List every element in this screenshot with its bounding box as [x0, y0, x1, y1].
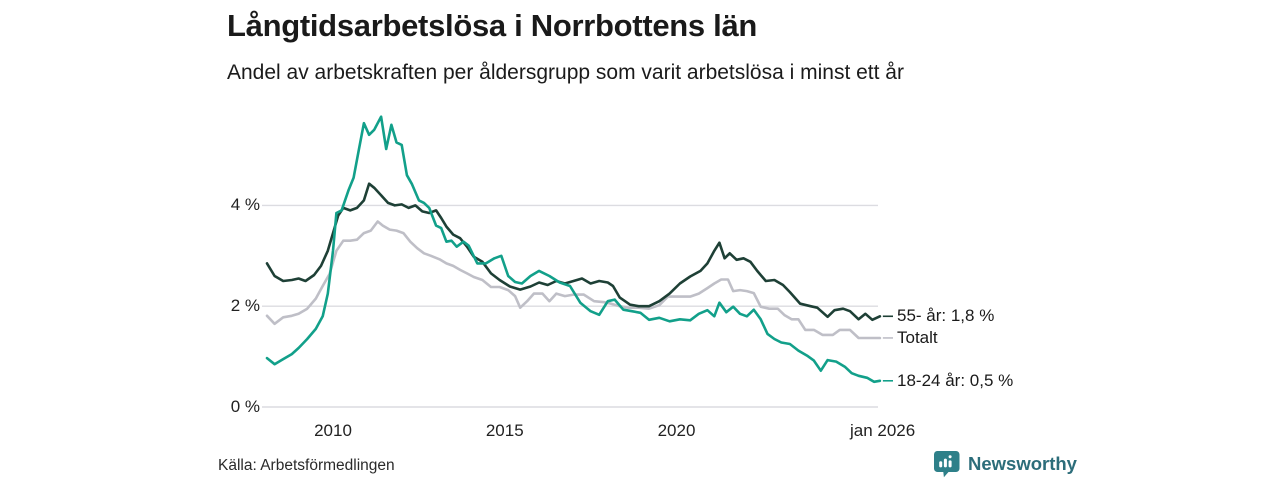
x-tick-label: 2020: [657, 421, 696, 440]
series-line-55- år: [265, 182, 882, 322]
chart-title: Långtidsarbetslösa i Norrbottens län: [227, 8, 758, 43]
y-tick-label: 4 %: [230, 195, 260, 215]
series-end-label: 55- år: 1,8 %: [897, 306, 995, 326]
newsworthy-logo: Newsworthy: [933, 450, 1077, 478]
series-line-Totalt: [265, 220, 882, 340]
brand-name: Newsworthy: [968, 453, 1077, 474]
source-attribution: Källa: Arbetsförmedlingen: [218, 457, 395, 474]
x-tick-label: 2015: [485, 421, 524, 440]
chart-subtitle: Andel av arbetskraften per åldersgrupp s…: [227, 61, 904, 84]
series-end-label: Totalt: [897, 327, 938, 347]
y-tick-label: 0 %: [230, 397, 260, 416]
y-tick-label: 2 %: [230, 296, 260, 316]
x-tick-label: 2010: [314, 421, 352, 440]
series-line-18-24 år: [265, 115, 882, 384]
series-end-label: 18-24 år: 0,5 %: [897, 370, 1014, 390]
x-tick-label: jan 2026: [849, 421, 916, 440]
bar-chart-bubble-icon: [933, 450, 960, 478]
